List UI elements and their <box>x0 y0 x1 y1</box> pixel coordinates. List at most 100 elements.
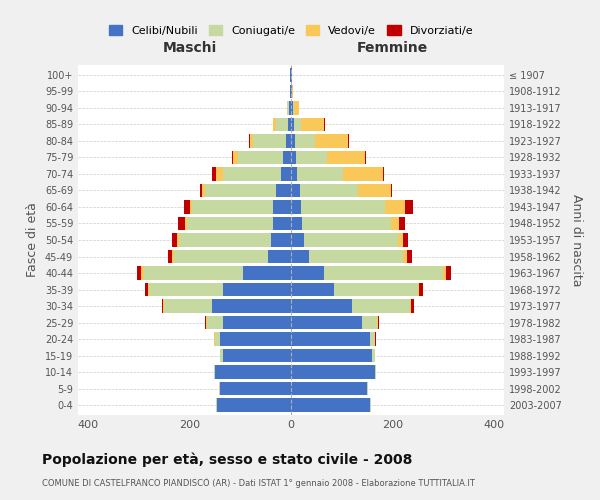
Bar <box>253 134 286 147</box>
Bar <box>206 316 208 330</box>
Bar <box>214 366 215 379</box>
Bar <box>289 118 291 131</box>
Bar <box>287 101 289 114</box>
Bar <box>398 216 404 230</box>
Bar <box>273 216 291 230</box>
Bar <box>410 300 411 313</box>
Bar <box>292 84 293 98</box>
Bar <box>352 300 410 313</box>
Bar <box>187 216 273 230</box>
Bar <box>362 316 377 330</box>
Bar <box>334 283 418 296</box>
Bar <box>232 150 233 164</box>
Bar <box>220 382 291 396</box>
Bar <box>316 134 349 147</box>
Bar <box>291 316 362 330</box>
Bar <box>281 167 291 180</box>
Bar <box>443 266 446 280</box>
Y-axis label: Fasce di età: Fasce di età <box>26 202 39 278</box>
Bar <box>291 101 293 114</box>
Bar <box>291 134 295 147</box>
Bar <box>324 266 443 280</box>
Bar <box>291 366 374 379</box>
Bar <box>190 200 192 214</box>
Bar <box>374 366 376 379</box>
Bar <box>403 233 407 247</box>
Bar <box>177 233 179 247</box>
Bar <box>291 118 293 131</box>
Y-axis label: Anni di nascita: Anni di nascita <box>569 194 583 286</box>
Bar <box>403 250 407 264</box>
Bar <box>238 150 283 164</box>
Bar <box>309 250 403 264</box>
Bar <box>294 101 299 114</box>
Bar <box>370 398 371 412</box>
Bar <box>411 300 414 313</box>
Bar <box>223 349 291 362</box>
Bar <box>273 118 276 131</box>
Bar <box>291 398 370 412</box>
Bar <box>142 266 144 280</box>
Bar <box>291 184 300 197</box>
Bar <box>358 184 391 197</box>
Bar <box>243 266 291 280</box>
Bar <box>276 118 289 131</box>
Bar <box>295 134 316 147</box>
Bar <box>302 216 391 230</box>
Bar <box>291 332 370 346</box>
Bar <box>268 250 291 264</box>
Bar <box>179 233 271 247</box>
Bar <box>286 134 291 147</box>
Bar <box>446 266 451 280</box>
Bar <box>370 332 374 346</box>
Bar <box>163 300 164 313</box>
Bar <box>291 266 324 280</box>
Bar <box>223 316 291 330</box>
Bar <box>273 200 291 214</box>
Bar <box>220 332 291 346</box>
Bar <box>219 382 220 396</box>
Bar <box>220 349 223 362</box>
Bar <box>297 167 343 180</box>
Bar <box>283 150 291 164</box>
Bar <box>291 167 297 180</box>
Bar <box>419 283 423 296</box>
Bar <box>172 233 177 247</box>
Bar <box>377 316 378 330</box>
Bar <box>304 233 398 247</box>
Bar <box>200 184 202 197</box>
Bar <box>372 349 374 362</box>
Bar <box>215 366 291 379</box>
Bar <box>205 316 206 330</box>
Text: COMUNE DI CASTELFRANCO PIANDISCÒ (AR) - Dati ISTAT 1° gennaio 2008 - Elaborazio: COMUNE DI CASTELFRANCO PIANDISCÒ (AR) -… <box>42 479 475 488</box>
Bar <box>250 134 253 147</box>
Bar <box>289 101 291 114</box>
Bar <box>301 200 385 214</box>
Bar <box>405 200 413 214</box>
Bar <box>168 250 172 264</box>
Bar <box>291 382 367 396</box>
Bar <box>291 250 309 264</box>
Bar <box>217 167 223 180</box>
Bar <box>149 283 223 296</box>
Bar <box>178 216 185 230</box>
Bar <box>145 283 148 296</box>
Bar <box>205 184 276 197</box>
Bar <box>391 184 392 197</box>
Bar <box>385 200 405 214</box>
Legend: Celibi/Nubili, Coniugati/e, Vedovi/e, Divorziati/e: Celibi/Nubili, Coniugati/e, Vedovi/e, Di… <box>109 25 473 36</box>
Bar <box>271 233 291 247</box>
Bar <box>212 167 217 180</box>
Bar <box>192 200 273 214</box>
Bar <box>291 150 296 164</box>
Text: Femmine: Femmine <box>357 41 428 55</box>
Bar <box>343 167 383 180</box>
Bar <box>378 316 379 330</box>
Bar <box>202 184 205 197</box>
Bar <box>293 118 301 131</box>
Bar <box>291 300 352 313</box>
Bar <box>291 216 302 230</box>
Bar <box>233 150 238 164</box>
Bar <box>208 316 223 330</box>
Bar <box>148 283 149 296</box>
